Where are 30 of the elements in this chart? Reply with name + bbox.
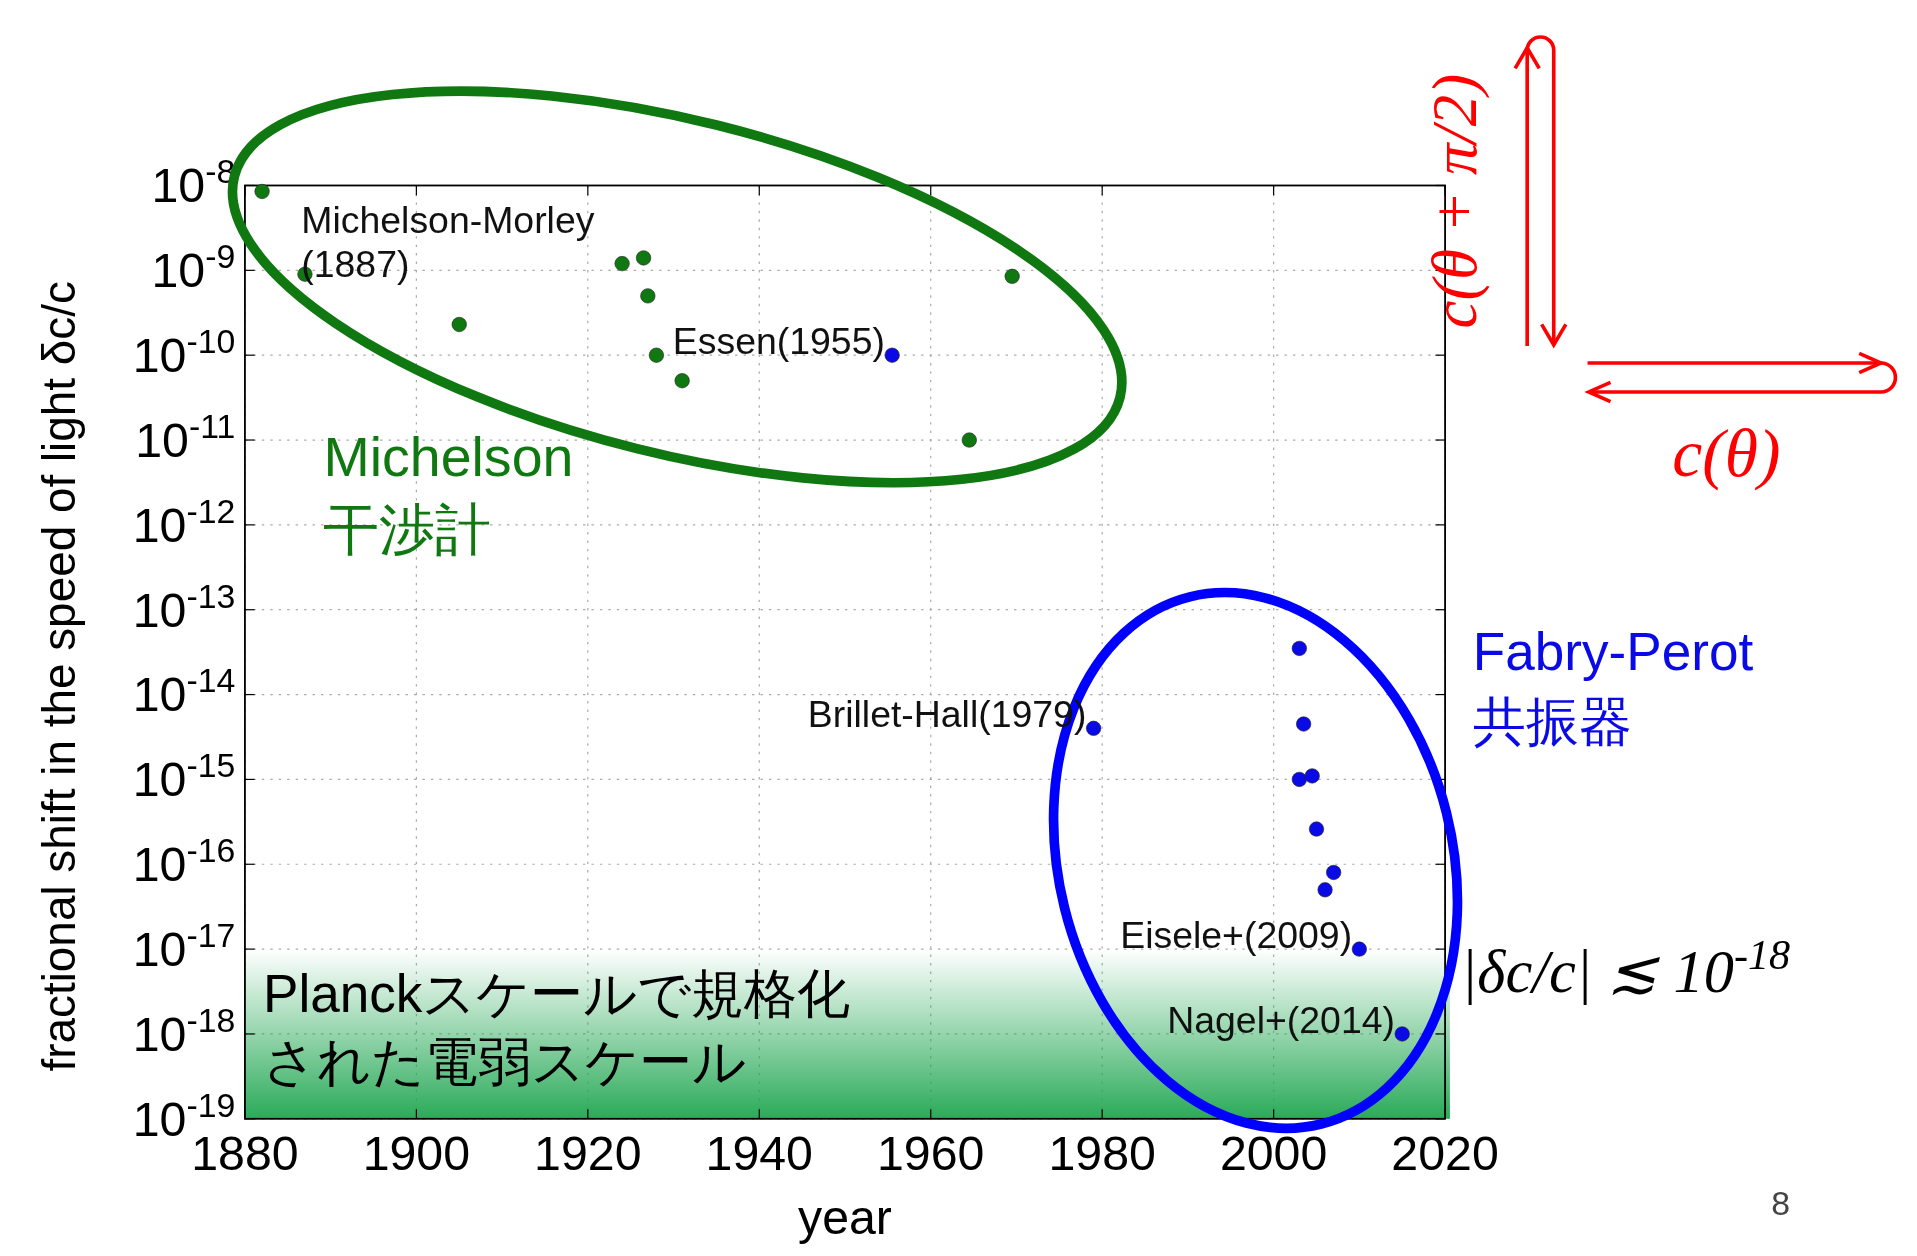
y-tick-label: 10$^{-11}$ xyxy=(135,406,236,467)
x-tick-label: 1920 xyxy=(534,1125,642,1180)
y-tick-label: 10$^{-9}$ xyxy=(151,237,236,298)
y-tick-label: 10$^{-14}$ xyxy=(132,661,236,722)
y-tick-label: 10$^{-16}$ xyxy=(132,831,236,892)
annotation: Nagel+(2014) xyxy=(1167,998,1395,1041)
x-tick-label: 1960 xyxy=(877,1125,985,1180)
annotation: Michelson 干渉計 xyxy=(323,426,574,561)
y-axis-title: fractional shift in the speed of light δc/c xyxy=(32,281,85,1072)
y-tick-label: 10$^{-18}$ xyxy=(132,1000,236,1061)
text: Fabry-Perot 共振器 xyxy=(1472,621,1754,751)
text: 8 xyxy=(1771,1184,1791,1223)
x-tick-label: 2020 xyxy=(1391,1125,1499,1180)
annotation: c(θ + π/2) xyxy=(1420,73,1491,329)
text: c(θ) xyxy=(1672,416,1781,492)
y-tick-label: 10$^{-13}$ xyxy=(132,576,236,637)
x-tick-label: 1980 xyxy=(1048,1125,1156,1180)
y-tick-label: 10$^{-17}$ xyxy=(132,916,236,977)
x-tick-label: 1940 xyxy=(705,1125,813,1180)
text: |δc/c| ≲ 10$^{-18}$ xyxy=(1460,930,1791,1006)
band-label: Planckスケールで規格化された電弱スケール xyxy=(263,963,851,1091)
y-tick-label: 10$^{-12}$ xyxy=(132,491,236,552)
annotation: Eisele+(2009) xyxy=(1120,913,1353,956)
y-tick-label: 10$^{-15}$ xyxy=(132,746,236,807)
x-tick-label: 2000 xyxy=(1219,1125,1328,1180)
x-axis-title: year xyxy=(798,1189,892,1244)
annotation: Essen(1955) xyxy=(672,319,885,362)
annotation: Michelson-Morley (1887) xyxy=(301,199,595,285)
y-tick-label: 10$^{-10}$ xyxy=(132,322,236,383)
x-tick-label: 1900 xyxy=(362,1125,471,1180)
